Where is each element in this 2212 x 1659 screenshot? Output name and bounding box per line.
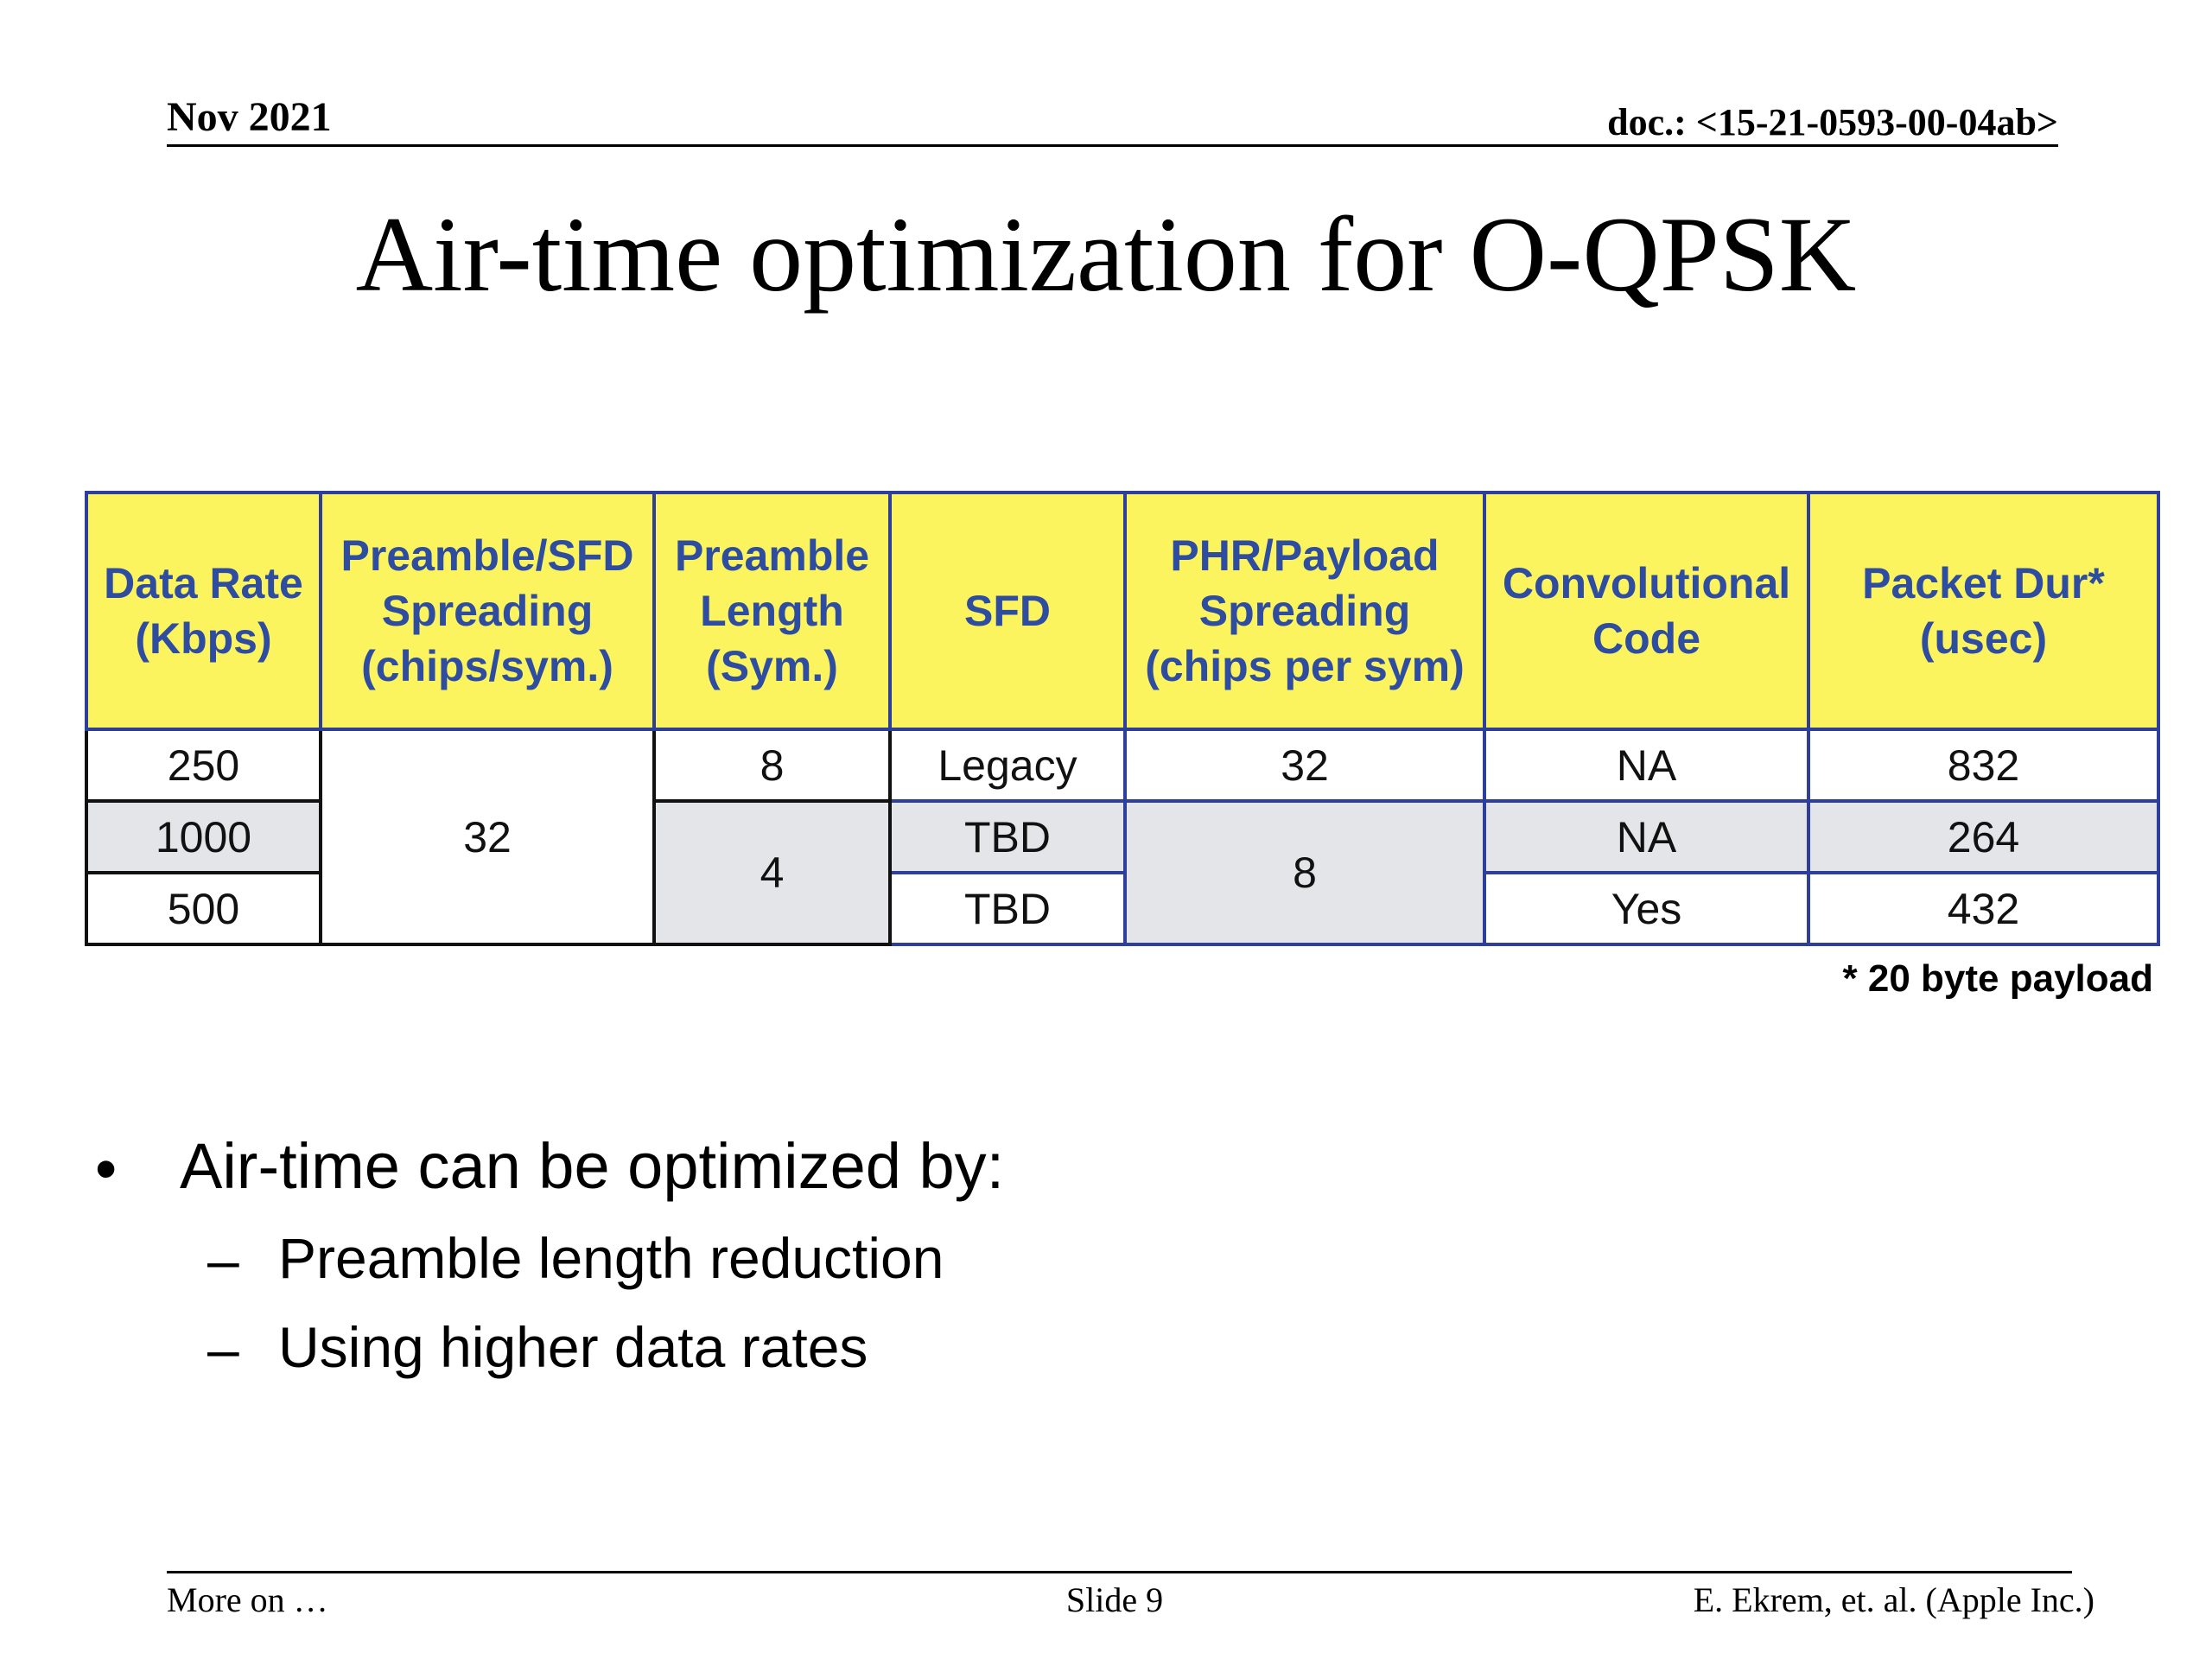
header-preamble-length: Preamble Length (Sym.) bbox=[652, 491, 892, 731]
cell-data-rate: 500 bbox=[85, 871, 322, 946]
cell-phr-payload-spreading: 32 bbox=[1123, 728, 1486, 803]
header-packet-duration: Packet Dur* (usec) bbox=[1807, 491, 2160, 731]
table-footnote: * 20 byte payload bbox=[1842, 957, 2153, 1000]
cell-packet-duration: 432 bbox=[1807, 871, 2160, 946]
sub-bullet: Preamble length reduction bbox=[278, 1226, 944, 1290]
footer-authors: E. Ekrem, et. al. (Apple Inc.) bbox=[1693, 1580, 2094, 1619]
table-row: 1000 4 TBD 8 NA 264 bbox=[85, 799, 2160, 946]
header-sfd: SFD bbox=[888, 491, 1127, 731]
cell-preamble-length: 4 bbox=[652, 799, 892, 946]
footer-slide-number: Slide 9 bbox=[1065, 1580, 1164, 1619]
bullet-main: Air-time can be optimized by: bbox=[180, 1130, 1005, 1202]
cell-packet-duration: 264 bbox=[1807, 799, 2160, 874]
table-header-row: Data Rate (Kbps) Preamble/SFD Spreading … bbox=[85, 491, 2160, 731]
table-row: 250 32 8 Legacy 32 NA 832 bbox=[85, 728, 2160, 946]
data-table: Data Rate (Kbps) Preamble/SFD Spreading … bbox=[85, 491, 2160, 946]
slide-title: Air-time optimization for O-QPSK bbox=[355, 195, 1857, 314]
sub-bullet: Using higher data rates bbox=[278, 1315, 868, 1379]
header-date: Nov 2021 bbox=[167, 94, 332, 140]
table-row: 500 TBD Yes 432 bbox=[85, 871, 2160, 946]
bullet-dot: • bbox=[95, 1135, 118, 1204]
header-doc-id: doc.: <15-21-0593-00-04ab> bbox=[1607, 101, 2058, 143]
cell-data-rate: 250 bbox=[85, 728, 322, 803]
cell-sfd: TBD bbox=[888, 799, 1127, 874]
header-preamble-sfd-spreading: Preamble/SFD Spreading (chips/sym.) bbox=[319, 491, 656, 731]
footer-left: More on … bbox=[167, 1580, 328, 1619]
sub-bullet-dash: – bbox=[207, 1317, 239, 1381]
cell-sfd: TBD bbox=[888, 871, 1127, 946]
cell-packet-duration: 832 bbox=[1807, 728, 2160, 803]
cell-convolutional-code: NA bbox=[1483, 728, 1810, 803]
cell-preamble-length: 8 bbox=[652, 728, 892, 803]
cell-convolutional-code: Yes bbox=[1483, 871, 1810, 946]
header-data-rate: Data Rate (Kbps) bbox=[85, 491, 322, 731]
header-convolutional-code: Convolutional Code bbox=[1483, 491, 1810, 731]
cell-data-rate: 1000 bbox=[85, 799, 322, 874]
sub-bullet-dash: – bbox=[207, 1228, 239, 1292]
header-divider bbox=[167, 144, 2058, 147]
cell-sfd: Legacy bbox=[888, 728, 1127, 803]
cell-convolutional-code: NA bbox=[1483, 799, 1810, 874]
cell-preamble-sfd-spreading: 32 bbox=[319, 728, 656, 946]
footer-divider bbox=[167, 1571, 2072, 1573]
header-phr-payload-spreading: PHR/Payload Spreading (chips per sym) bbox=[1123, 491, 1486, 731]
cell-phr-payload-spreading: 8 bbox=[1123, 799, 1486, 946]
